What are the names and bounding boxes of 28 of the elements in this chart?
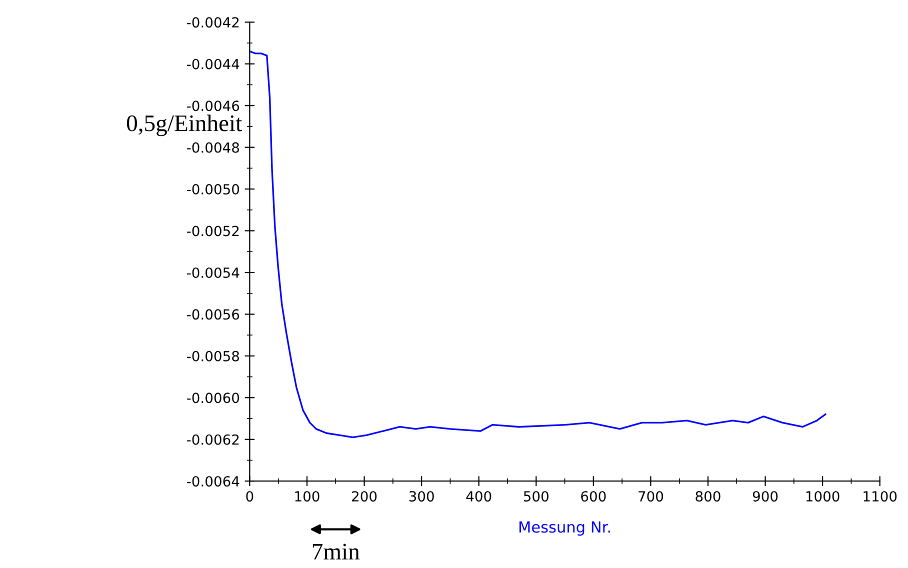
line-series	[250, 50, 826, 438]
x-axis-title: Messung Nr.	[519, 521, 610, 536]
y-tick-label: -0.0042	[187, 17, 239, 28]
y-tick-label: -0.0050	[187, 184, 240, 195]
y-tick-label: -0.0058	[187, 350, 240, 362]
x-tick-label: 300	[409, 491, 434, 502]
text: 7min	[312, 544, 360, 560]
x-tick-label: 400	[466, 491, 492, 502]
x-tick-label: 100	[295, 491, 320, 502]
y-tick-label: -0.0052	[187, 226, 239, 236]
y-tick-label: -0.0046	[187, 100, 240, 112]
y-axis-title: 0,5g/Einheit	[126, 114, 242, 136]
x-tick-label: 0	[246, 491, 254, 502]
y-tick-label: -0.0056	[187, 309, 240, 320]
x-tick-label: 700	[638, 491, 664, 502]
y-tick-label: -0.0060	[187, 392, 240, 404]
y-tick-label: -0.0044	[187, 58, 240, 70]
x-tick-label: 1000	[806, 491, 840, 502]
y-tick-label: -0.0062	[187, 434, 239, 445]
x-tick-label: 200	[352, 491, 377, 502]
x-tick-label: 600	[581, 491, 606, 502]
y-tick-label: -0.0064	[187, 476, 240, 487]
x-tick-label: 500	[524, 491, 548, 502]
x-tick-label: 900	[752, 491, 778, 502]
y-tick-label: -0.0054	[187, 267, 240, 278]
x-tick-label: 800	[696, 491, 720, 502]
x-tick-label: 1100	[864, 491, 897, 502]
y-tick-label: -0.0048	[187, 142, 240, 153]
